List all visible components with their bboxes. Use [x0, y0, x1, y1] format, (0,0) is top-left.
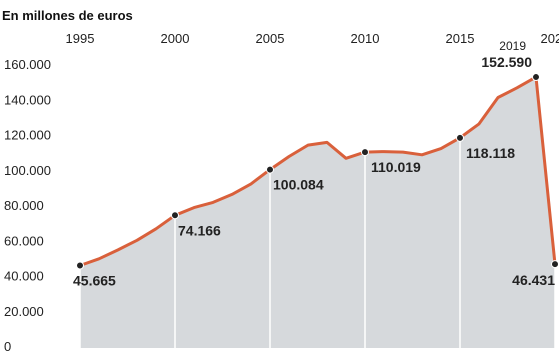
marker-2005 [266, 165, 274, 174]
data-label-1995: 45.665 [73, 273, 116, 289]
marker-2020 [551, 260, 559, 269]
data-labels: 45.665 74.166 100.084 110.019 118.118 152.590… [73, 39, 559, 289]
y-tick-100000: 100.000 [4, 163, 51, 178]
y-tick-80000: 80.000 [4, 198, 44, 213]
x-tick-2015: 2015 [446, 31, 475, 46]
unit-label: En millones de euros [2, 8, 133, 23]
x-tick-1995: 1995 [66, 31, 95, 46]
marker-1995 [76, 261, 84, 270]
x-tick-2010: 2010 [351, 31, 380, 46]
data-label-2000: 74.166 [178, 222, 221, 238]
data-label-2020: 46.431 [512, 272, 555, 288]
y-tick-40000: 40.000 [4, 269, 44, 284]
y-tick-0: 0 [4, 339, 11, 354]
y-tick-140000: 140.000 [4, 92, 51, 107]
data-label-2010: 110.019 [371, 159, 421, 175]
x-tick-2005: 2005 [256, 31, 285, 46]
marker-2000 [171, 211, 179, 220]
series-line [78, 75, 557, 267]
data-label-2005: 100.084 [273, 177, 324, 193]
area-layer [80, 77, 555, 348]
x-tick-2000: 2000 [161, 31, 190, 46]
marker-2010 [361, 148, 369, 157]
line-layer [78, 75, 557, 267]
year-note-2019: 2019 [499, 39, 526, 53]
marker-2015 [456, 133, 464, 142]
area-fill [80, 77, 555, 348]
data-label-2015: 118.118 [466, 145, 515, 161]
y-tick-160000: 160.000 [4, 57, 51, 72]
grid-layer [79, 46, 556, 348]
y-tick-120000: 120.000 [4, 128, 51, 143]
y-tick-20000: 20.000 [4, 304, 44, 319]
marker-2019 [532, 73, 540, 82]
y-tick-60000: 60.000 [4, 233, 44, 248]
y-axis-ticks: 0 20.000 40.000 60.000 80.000 100.000 120.000 1… [4, 57, 51, 354]
data-label-2019: 152.590 [481, 54, 532, 70]
